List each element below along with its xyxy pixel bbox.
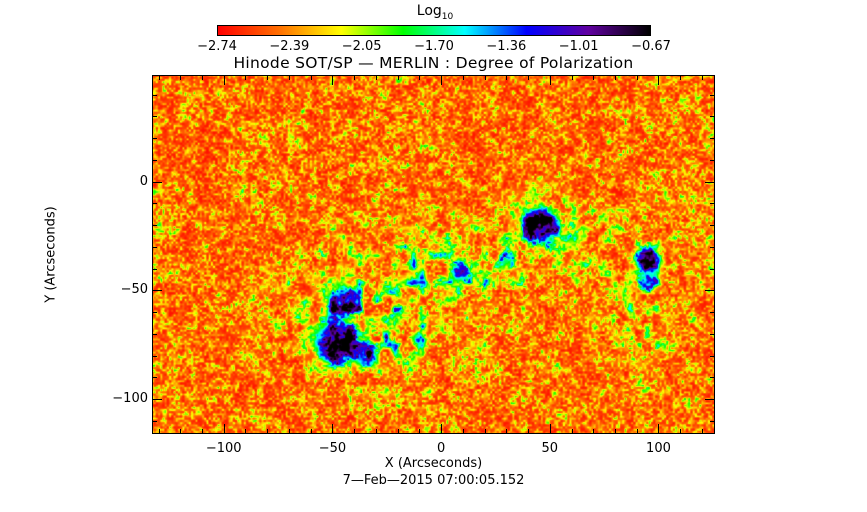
x-tick-label: 50 bbox=[541, 441, 559, 456]
y-tick-label: −50 bbox=[120, 282, 148, 298]
colorbar bbox=[217, 25, 651, 36]
x-tick-label: 0 bbox=[436, 441, 446, 456]
x-tick-label: 100 bbox=[646, 441, 671, 456]
axes-frame bbox=[152, 75, 715, 434]
x-tick-label: −100 bbox=[205, 441, 242, 456]
polarization-heatmap bbox=[152, 75, 715, 434]
colorbar-tick-label: −2.05 bbox=[341, 39, 382, 54]
colorbar-label: Log10 bbox=[400, 3, 470, 22]
colorbar-label-sub: 10 bbox=[441, 11, 454, 22]
y-axis-label: Y (Arcseconds) bbox=[43, 206, 59, 303]
colorbar-tick-label: −1.70 bbox=[414, 39, 454, 54]
y-tick-label: 0 bbox=[139, 173, 148, 189]
observation-date: 7—Feb—2015 07:00:05.152 bbox=[342, 473, 525, 488]
plot-area bbox=[152, 75, 715, 434]
colorbar-tick-label: −1.36 bbox=[486, 39, 527, 54]
colorbar-tick-label: −0.67 bbox=[631, 39, 671, 54]
colorbar-tick-label: −1.01 bbox=[558, 39, 599, 54]
chart-title: Hinode SOT/SP — MERLIN : Degree of Polar… bbox=[233, 54, 634, 72]
plot-border bbox=[152, 75, 715, 434]
y-tick-label: −100 bbox=[112, 391, 148, 407]
colorbar-tick-label: −2.74 bbox=[197, 39, 237, 54]
x-axis-label: X (Arcseconds) bbox=[384, 456, 483, 471]
colorbar-tick-label: −2.39 bbox=[269, 39, 310, 54]
colorbar-label-base: Log bbox=[416, 3, 442, 19]
x-tick-label: −50 bbox=[318, 441, 347, 456]
